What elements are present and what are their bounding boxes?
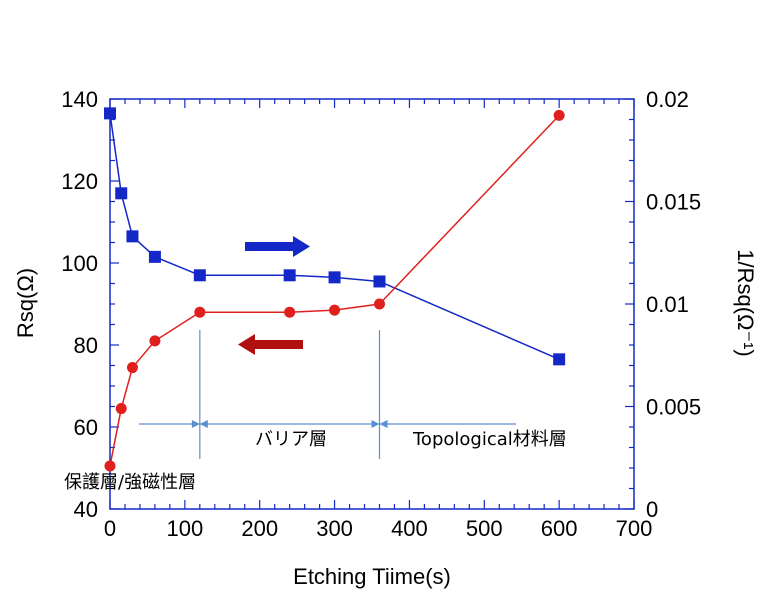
resistance-point bbox=[553, 109, 565, 121]
inverse-resistance-point bbox=[328, 271, 341, 284]
resistance-point bbox=[149, 335, 161, 347]
arrow-right-icon bbox=[245, 236, 310, 257]
y-axis-title: Rsq(Ω) bbox=[13, 268, 38, 338]
annotation-topological-material-layer: Topological材料層 bbox=[412, 429, 567, 450]
x-tick-label: 0 bbox=[104, 516, 116, 541]
inverse-resistance-point bbox=[126, 230, 139, 243]
region-arrowhead bbox=[191, 420, 200, 428]
region-arrowhead bbox=[199, 420, 208, 428]
y-tick-label: 80 bbox=[74, 333, 98, 358]
inverse-resistance-point bbox=[148, 250, 161, 263]
annotation-protective-ferromagnetic-layer: 保護層/強磁性層 bbox=[64, 472, 196, 493]
annotation-barrier-layer: バリア層 bbox=[255, 429, 327, 450]
region-arrowhead bbox=[371, 420, 380, 428]
y2-tick-label: 0.015 bbox=[646, 190, 701, 215]
inverse-resistance-point bbox=[104, 107, 116, 120]
resistance-point bbox=[194, 306, 206, 318]
left-axis-tick-labels: 40 60 80 100 120 140 bbox=[61, 87, 98, 522]
y2-tick-label: 0.01 bbox=[646, 292, 689, 317]
x-tick-label: 300 bbox=[316, 516, 353, 541]
resistance-point bbox=[104, 460, 116, 472]
inverse-resistance-point bbox=[553, 353, 566, 366]
y-tick-label: 120 bbox=[61, 169, 98, 194]
x-axis-title: Etching Tiime(s) bbox=[293, 564, 451, 589]
x-tick-label: 400 bbox=[391, 516, 428, 541]
y2-tick-label: 0.005 bbox=[646, 395, 701, 420]
x-tick-label: 500 bbox=[466, 516, 503, 541]
x-tick-label: 200 bbox=[241, 516, 278, 541]
resistance-point bbox=[284, 306, 296, 318]
resistance-point bbox=[329, 304, 341, 316]
series-resistance bbox=[104, 109, 565, 472]
resistance-point bbox=[126, 362, 138, 374]
x-tick-label: 100 bbox=[166, 516, 203, 541]
y2-tick-label: 0.02 bbox=[646, 87, 689, 112]
axis-indicator-arrows bbox=[238, 236, 310, 355]
right-axis-tick-labels: 0 0.005 0.01 0.015 0.02 bbox=[646, 87, 701, 522]
x-tick-label: 600 bbox=[541, 516, 578, 541]
y2-tick-label: 0 bbox=[646, 497, 658, 522]
y-tick-label: 140 bbox=[61, 87, 98, 112]
resistance-line bbox=[109, 114, 560, 467]
inverse-resistance-point bbox=[373, 275, 386, 288]
y-tick-label: 100 bbox=[61, 251, 98, 276]
resistance-point bbox=[115, 403, 127, 415]
inverse-resistance-point bbox=[283, 269, 296, 282]
y2-axis-title: 1/Rsq(Ω⁻¹) bbox=[733, 249, 758, 357]
y-tick-label: 60 bbox=[74, 415, 98, 440]
inverse-resistance-point bbox=[115, 187, 128, 200]
region-arrowhead bbox=[379, 420, 388, 428]
y-tick-label: 40 bbox=[74, 497, 98, 522]
arrow-left-icon bbox=[238, 334, 303, 355]
region-guides bbox=[139, 330, 516, 459]
inverse-resistance-line bbox=[109, 113, 560, 361]
x-tick-label: 700 bbox=[616, 516, 653, 541]
inverse-resistance-point bbox=[193, 269, 206, 282]
axis-ticks bbox=[109, 98, 635, 510]
x-axis-tick-labels: 0 100 200 300 400 500 600 700 bbox=[104, 516, 652, 541]
series-inverse-resistance bbox=[104, 107, 566, 366]
resistance-point bbox=[373, 298, 385, 310]
